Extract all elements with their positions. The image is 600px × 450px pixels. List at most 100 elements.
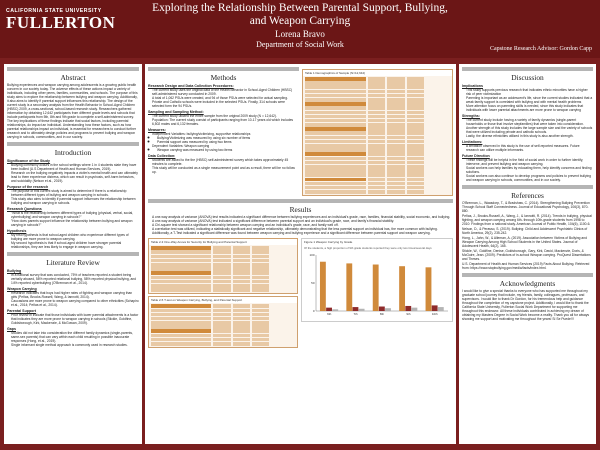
introduction-title: Introduction	[54, 148, 92, 157]
limitations-heading: Limitations:	[462, 139, 483, 144]
table-cell	[232, 304, 250, 308]
table-cell	[305, 156, 366, 161]
table-cell	[252, 246, 270, 250]
table-cell	[252, 342, 270, 346]
table-row	[305, 135, 450, 140]
table-cell	[213, 267, 231, 271]
table-cell	[387, 135, 405, 140]
future-direction-heading: Future Direction	[462, 153, 490, 158]
list-item: A Chi-square test showed a significant r…	[152, 223, 453, 227]
section-band	[7, 142, 139, 146]
bar	[425, 267, 432, 312]
table-row	[151, 308, 295, 313]
table-cell	[232, 267, 250, 271]
y-tick-label: 0	[313, 309, 315, 313]
y-tick-label: 50	[311, 281, 315, 285]
methods-row: Methods Research Design and Data Collect…	[148, 64, 453, 197]
table-cell	[387, 160, 405, 165]
table-cell	[367, 177, 386, 182]
list-item: My first hypothesis is that school-aged …	[11, 233, 139, 241]
table-cell	[305, 139, 366, 144]
x-tick-label: 7th	[354, 312, 359, 316]
advisor-line: Capstone Research Advisor: Gordon Capp	[490, 46, 592, 52]
table-cell	[213, 246, 231, 250]
table-cell	[232, 250, 250, 255]
reference-entry: Stickle, W., Goldfine, Denise, Goldsboro…	[462, 249, 591, 261]
table-cell	[151, 316, 212, 321]
table-row	[305, 164, 450, 169]
table-cell	[252, 267, 270, 271]
table-cell	[305, 131, 366, 136]
list-item: Caucasians are more prone to weapon carr…	[11, 299, 139, 307]
x-tick-label: 6th	[327, 312, 332, 316]
acknowledgments-text: I would like to give a special thanks to…	[462, 289, 589, 321]
table-cell	[232, 279, 250, 284]
list-item: The current study include having a varie…	[466, 118, 593, 126]
table-caption: Table 1 Demographics of Sample (N=12,642…	[303, 70, 452, 76]
table-row	[305, 110, 450, 115]
table-cell	[305, 177, 366, 182]
y-tick-label: 100	[309, 253, 314, 257]
table-cell	[406, 106, 425, 110]
table-cell	[232, 316, 250, 321]
bar	[378, 306, 385, 312]
table-cell	[406, 177, 425, 182]
table-caption: Table 2-3 One-Way Anova for Security for…	[149, 239, 297, 246]
table-row	[305, 81, 450, 85]
table-cell	[367, 160, 386, 165]
section-band	[148, 199, 453, 204]
table-cell	[367, 81, 386, 85]
table-cell	[406, 156, 425, 161]
table-cell	[387, 156, 405, 161]
table-cell	[213, 325, 231, 329]
table-cell	[367, 77, 386, 81]
list-item: This study will be conducted as a single…	[152, 166, 296, 174]
table-cell	[387, 93, 405, 98]
implications-list: This study supports previous research th…	[466, 88, 593, 112]
table-cell	[213, 271, 231, 275]
table-row	[305, 185, 450, 190]
list-item: Parenting is important as an adolescent'…	[466, 96, 593, 104]
table-row	[151, 267, 295, 271]
bar	[399, 266, 406, 312]
reference-entry: U.S. Department of Health and Human Serv…	[462, 262, 590, 270]
table-cell	[151, 275, 212, 280]
x-tick-label: 10th	[432, 312, 438, 316]
limitations-list: A limitation observed in this study is t…	[466, 144, 593, 152]
table-cell	[151, 283, 212, 288]
list-item: Parental support was measured by using t…	[157, 140, 296, 144]
table-cell	[305, 148, 366, 152]
table-caption: Table 2-5 T-test on Weapon Carrying, Bul…	[149, 297, 297, 304]
gaps-list: Studies did not take into consideration …	[11, 331, 139, 347]
list-item: Research on the bullying negatively impa…	[11, 171, 139, 183]
table-cell	[406, 131, 425, 136]
list-item: "What is the relationship between differ…	[11, 211, 139, 219]
section-band	[7, 252, 139, 256]
figure-note: Of the students, a high proportion of 9t…	[304, 246, 432, 251]
table-cell	[305, 169, 366, 173]
design-heading: Research Design and Data Collection Proc…	[148, 83, 234, 88]
table-cell	[232, 271, 250, 275]
data-collection-list: Students are asked to the the (HBSC) sel…	[152, 158, 296, 174]
table-row	[305, 181, 450, 186]
table-cell	[367, 181, 386, 186]
table-cell	[367, 144, 386, 148]
x-tick-label: 8th	[380, 312, 385, 316]
table-row	[305, 156, 450, 161]
table-cell	[367, 131, 386, 136]
table-cell	[232, 333, 250, 338]
table-cell	[406, 118, 425, 123]
table-cell	[232, 246, 250, 250]
table-cell	[252, 308, 270, 313]
list-item: Bullying commonly occurs in the school s…	[11, 163, 139, 171]
weapon-grade-chart: Figure 1 Weapon Carrying by Grade Of the…	[301, 238, 453, 323]
table-cell	[252, 333, 270, 338]
table-row	[151, 329, 295, 334]
table-cell	[151, 308, 212, 313]
table-cell	[305, 160, 366, 165]
table-cell	[367, 139, 386, 144]
bar	[358, 309, 365, 312]
table-cell	[252, 321, 270, 325]
list-item: More attention focus on parenting skills…	[466, 104, 593, 112]
bar	[431, 305, 438, 312]
